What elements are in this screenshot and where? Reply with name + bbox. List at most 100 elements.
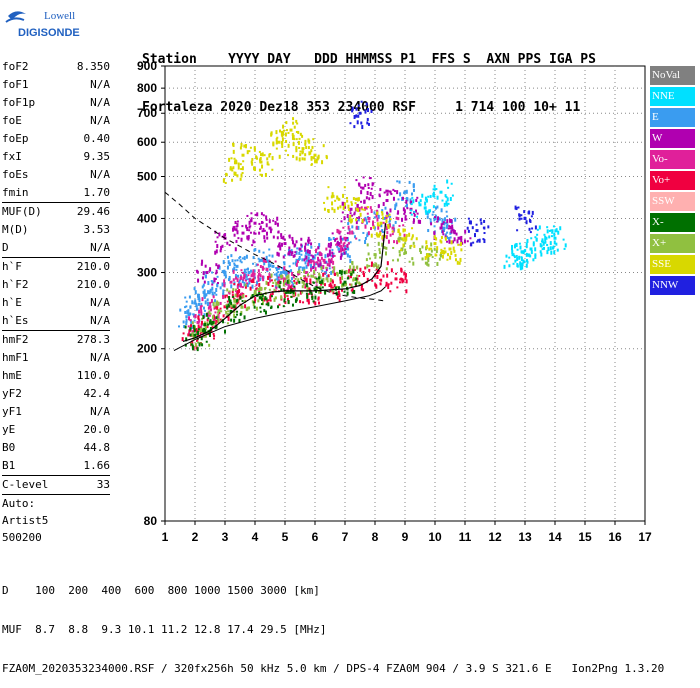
echo-dot bbox=[304, 275, 307, 280]
echo-dot bbox=[295, 281, 298, 285]
echo-dot bbox=[378, 233, 381, 238]
echo-dot bbox=[337, 206, 340, 210]
echo-dot bbox=[320, 266, 323, 271]
echo-dot bbox=[426, 215, 429, 219]
echo-dot bbox=[343, 216, 346, 221]
echo-point bbox=[475, 229, 479, 233]
echo-dot bbox=[527, 253, 530, 257]
echo-dot bbox=[318, 243, 321, 248]
echo-dot bbox=[249, 286, 252, 291]
echo-dot bbox=[389, 290, 392, 293]
echo-dot bbox=[466, 226, 469, 230]
echo-dot bbox=[304, 245, 307, 250]
echo-dot bbox=[298, 251, 301, 255]
echo-dot bbox=[230, 157, 233, 160]
echo-dot bbox=[246, 306, 249, 311]
param-value: 9.35 bbox=[83, 150, 111, 163]
echo-dot bbox=[351, 291, 354, 294]
echo-dot bbox=[276, 282, 279, 285]
echo-dot bbox=[306, 249, 309, 254]
echo-dot bbox=[250, 160, 253, 164]
echo-dot bbox=[280, 267, 283, 270]
echo-dot bbox=[240, 142, 243, 147]
echo-dot bbox=[439, 253, 442, 258]
x-tick-label: 14 bbox=[548, 530, 562, 544]
echo-point bbox=[376, 271, 380, 275]
echo-dot bbox=[470, 242, 473, 247]
echo-dot bbox=[185, 337, 188, 342]
echo-dot bbox=[365, 102, 368, 106]
echo-dot bbox=[356, 217, 359, 220]
echo-dot bbox=[205, 293, 208, 297]
echo-dot bbox=[380, 223, 383, 228]
param-name: h`Es bbox=[2, 314, 29, 327]
echo-dot bbox=[351, 108, 354, 111]
echo-dot bbox=[258, 286, 261, 291]
echo-dot bbox=[487, 225, 490, 229]
echo-dot bbox=[282, 270, 285, 274]
echo-dot bbox=[336, 240, 339, 244]
echo-dot bbox=[331, 201, 334, 206]
echo-dot bbox=[327, 208, 330, 213]
echo-dot bbox=[304, 242, 307, 246]
echo-dot bbox=[419, 219, 422, 224]
echo-dot bbox=[337, 286, 340, 290]
echo-dot bbox=[201, 259, 204, 264]
echo-dot bbox=[446, 179, 449, 184]
echo-point bbox=[409, 207, 413, 211]
echo-dot bbox=[564, 243, 567, 248]
echo-dot bbox=[355, 279, 358, 284]
echo-dot bbox=[207, 306, 210, 310]
echo-dot bbox=[434, 216, 437, 219]
echo-dot bbox=[519, 266, 522, 271]
echo-dot bbox=[369, 191, 372, 196]
echo-dot bbox=[354, 197, 357, 201]
echo-dot bbox=[330, 284, 333, 287]
echo-dot bbox=[449, 225, 452, 229]
echo-dot bbox=[385, 283, 388, 286]
echo-point bbox=[241, 231, 245, 235]
echo-dot bbox=[240, 261, 243, 264]
echo-dot bbox=[215, 316, 218, 320]
echo-dot bbox=[340, 253, 343, 258]
echo-dot bbox=[363, 199, 366, 204]
echo-dot bbox=[300, 237, 303, 241]
echo-dot bbox=[264, 296, 267, 301]
echo-dot bbox=[332, 291, 335, 295]
echo-dot bbox=[381, 235, 384, 240]
echo-dot bbox=[312, 266, 315, 270]
echo-dot bbox=[446, 235, 449, 238]
echo-dot bbox=[307, 298, 310, 303]
echo-dot bbox=[233, 264, 236, 267]
echo-dot bbox=[214, 240, 217, 243]
echo-dot bbox=[393, 190, 396, 193]
echo-dot bbox=[349, 259, 352, 264]
echo-dot bbox=[212, 333, 215, 336]
echo-dot bbox=[259, 158, 262, 162]
echo-dot bbox=[218, 265, 221, 270]
echo-dot bbox=[196, 269, 199, 273]
echo-dot bbox=[346, 196, 349, 199]
echo-dot bbox=[379, 256, 382, 259]
echo-dot bbox=[255, 155, 258, 159]
echo-dot bbox=[516, 256, 519, 261]
echo-dot bbox=[253, 231, 256, 235]
echo-dot bbox=[379, 278, 382, 281]
echo-dot bbox=[340, 273, 343, 276]
echo-point bbox=[331, 194, 335, 198]
param-row-he: h`E N/A bbox=[2, 294, 110, 312]
echo-dot bbox=[196, 330, 199, 335]
echo-dot bbox=[350, 201, 353, 204]
echo-dot bbox=[222, 294, 225, 299]
echo-dot bbox=[543, 233, 546, 236]
echo-point bbox=[268, 226, 272, 230]
echo-dot bbox=[305, 264, 308, 269]
echo-dot bbox=[441, 254, 444, 259]
echo-point bbox=[193, 333, 197, 337]
echo-dot bbox=[347, 242, 350, 245]
echo-dot bbox=[224, 181, 227, 184]
echo-dot bbox=[376, 211, 379, 214]
y-tick-label: 500 bbox=[137, 169, 157, 183]
echo-dot bbox=[547, 246, 550, 251]
echo-dot bbox=[472, 241, 475, 244]
